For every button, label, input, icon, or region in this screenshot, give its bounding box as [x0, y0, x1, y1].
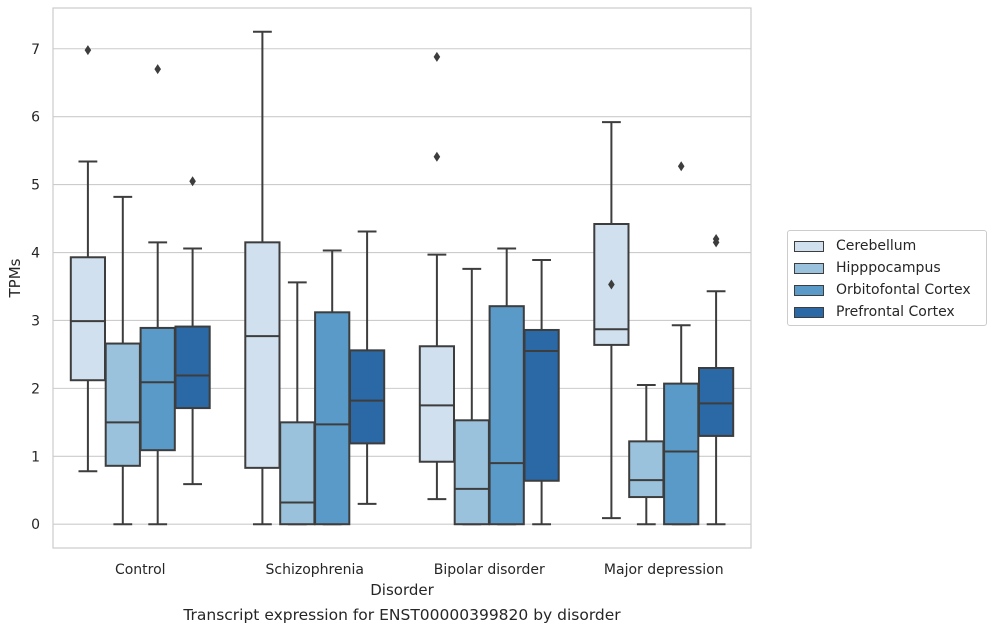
x-tick-label: Major depression [604, 562, 724, 578]
legend: Cerebellum Hipppocampus Orbitofontal Cor… [787, 230, 987, 326]
y-tick-label: 2 [31, 381, 40, 397]
legend-label: Hipppocampus [836, 260, 941, 276]
x-tick-label: Bipolar disorder [434, 562, 545, 578]
box-3-2 [663, 161, 700, 526]
box-2-3 [523, 259, 560, 526]
legend-label: Orbitofontal Cortex [836, 282, 971, 298]
box-1-3 [348, 230, 386, 505]
box-1-2 [314, 249, 351, 526]
y-tick-label: 0 [31, 517, 40, 533]
outlier-point [84, 45, 92, 56]
box-rect [279, 421, 316, 526]
box-rect [628, 440, 665, 499]
y-tick-label: 1 [31, 449, 40, 465]
outlier-point [608, 279, 615, 290]
legend-item: Prefrontal Cortex [794, 301, 980, 323]
box-2-2 [488, 247, 525, 526]
legend-item: Hipppocampus [794, 257, 980, 279]
box-rect [69, 256, 107, 382]
box-0-3 [174, 176, 211, 486]
box-3-1 [628, 383, 665, 526]
outlier-point [433, 151, 441, 162]
box-2-0 [418, 51, 456, 501]
y-tick-label: 4 [31, 246, 40, 262]
outlier-point [154, 64, 161, 75]
y-tick-label: 6 [31, 110, 40, 126]
box-rect [663, 382, 700, 526]
box-rect [174, 325, 211, 410]
legend-item: Orbitofontal Cortex [794, 279, 980, 301]
boxes [69, 30, 735, 526]
box-3-3 [697, 233, 735, 526]
legend-label: Cerebellum [836, 238, 917, 254]
box-rect [453, 419, 490, 526]
box-0-0 [69, 45, 107, 473]
y-tick-label: 5 [31, 178, 40, 194]
box-rect [244, 241, 281, 469]
chart-caption: Transcript expression for ENST0000039982… [183, 606, 621, 624]
legend-swatch-hippocampus [794, 262, 824, 274]
outlier-point [189, 176, 196, 187]
y-tick-labels: 0 1 2 3 4 5 6 7 [31, 42, 40, 533]
box-rect [139, 326, 176, 452]
box-3-0 [593, 121, 630, 520]
box-rect [697, 367, 735, 437]
legend-swatch-cerebellum [794, 240, 824, 252]
outlier-point [677, 161, 685, 172]
x-tick-label: Schizophrenia [266, 562, 364, 578]
legend-item: Cerebellum [794, 235, 980, 257]
legend-swatch-orbitofrontal [794, 284, 824, 296]
legend-label: Prefrontal Cortex [836, 304, 955, 320]
legend-swatch-prefrontal [794, 306, 824, 318]
x-axis-title: Disorder [370, 581, 434, 599]
y-axis-title: TPMs [6, 258, 24, 298]
y-tick-label: 7 [31, 42, 40, 58]
box-rect [314, 311, 351, 526]
outlier-point [433, 51, 441, 62]
box-rect [488, 305, 525, 526]
x-tick-label: Control [115, 562, 166, 578]
box-rect [348, 349, 386, 445]
box-rect [418, 345, 456, 463]
box-0-2 [139, 64, 176, 526]
outlier-point [712, 233, 720, 244]
box-rect [104, 342, 141, 467]
x-tick-labels: Control Schizophrenia Bipolar disorder Majo… [115, 562, 724, 578]
box-rect [523, 328, 560, 482]
y-tick-label: 3 [31, 313, 40, 329]
box-1-0 [244, 30, 281, 526]
